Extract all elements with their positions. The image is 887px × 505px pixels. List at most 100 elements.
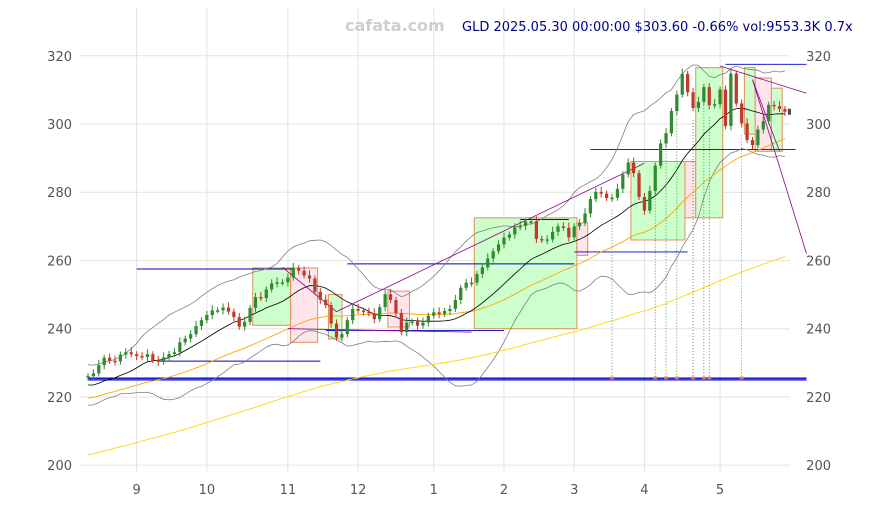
candle-body xyxy=(691,92,695,108)
candle-body xyxy=(410,321,414,324)
candle-body xyxy=(707,87,711,106)
candle-body xyxy=(734,73,738,104)
ma-mid-line xyxy=(87,138,786,399)
candle-body xyxy=(243,321,247,327)
candle-body xyxy=(372,313,376,320)
band-lower xyxy=(87,148,785,406)
y-tick-label: 240 xyxy=(47,323,72,338)
candle-body xyxy=(378,307,382,320)
candle-body xyxy=(210,310,214,316)
trend-line xyxy=(336,162,645,313)
y-tick-label: 300 xyxy=(47,118,72,133)
candle-body xyxy=(496,244,501,252)
candle-body xyxy=(740,103,744,124)
x-tick-label: 1 xyxy=(430,483,438,498)
candle-body xyxy=(313,278,317,292)
bollinger-bands xyxy=(87,64,785,406)
candle-body xyxy=(486,258,490,268)
y-tick-label: 200 xyxy=(47,459,72,474)
candle-body xyxy=(415,321,420,326)
candle-body xyxy=(102,357,106,366)
candle-body xyxy=(469,282,474,285)
candle-body xyxy=(632,162,636,174)
candle-body xyxy=(221,307,225,311)
candle-body xyxy=(464,282,468,288)
candle-body xyxy=(637,173,641,198)
candle-body xyxy=(680,73,684,95)
candle-body xyxy=(615,188,620,198)
trend-line xyxy=(719,65,807,94)
candle-body xyxy=(280,282,285,284)
candle-body xyxy=(529,221,533,223)
signal-markers xyxy=(610,99,744,380)
candle-body xyxy=(426,315,430,323)
candle-body xyxy=(745,123,749,141)
candle-body xyxy=(448,308,452,311)
candle-body xyxy=(605,193,609,199)
candle-body xyxy=(405,322,409,333)
candle-body xyxy=(135,354,139,356)
x-tick-label: 3 xyxy=(570,483,578,498)
signal-dot xyxy=(610,376,615,380)
candle-body xyxy=(291,267,295,278)
x-tick-label: 9 xyxy=(132,483,140,498)
candle-body xyxy=(367,311,371,314)
candle-body xyxy=(264,289,268,298)
trend-line xyxy=(752,79,807,254)
signal-dot xyxy=(674,376,679,380)
signal-dot xyxy=(707,376,712,380)
candle-body xyxy=(686,73,690,93)
price-zone xyxy=(387,290,410,328)
candle-body xyxy=(329,305,333,324)
y-tick-label: 220 xyxy=(47,391,72,406)
candle-body xyxy=(545,239,549,241)
candle-body xyxy=(356,308,360,311)
candle-body xyxy=(129,352,133,355)
y-tick-label: 220 xyxy=(806,391,831,406)
trend-line xyxy=(282,266,337,312)
candle-body xyxy=(216,310,220,312)
candle-body xyxy=(145,354,150,358)
moving-averages xyxy=(87,107,786,456)
candle-body xyxy=(556,226,560,232)
candle-body xyxy=(610,197,614,200)
candle-body xyxy=(713,104,717,106)
candle-body xyxy=(253,296,258,308)
candle-body xyxy=(459,287,463,301)
signal-dot xyxy=(701,376,706,380)
candle-body xyxy=(772,104,776,107)
candle-body xyxy=(534,221,539,239)
candle-body xyxy=(432,312,436,316)
watermark: cafata.com xyxy=(345,16,445,35)
candle-body xyxy=(518,226,522,228)
candle-body xyxy=(275,282,279,284)
candle-body xyxy=(550,231,555,240)
candle-body xyxy=(702,87,706,102)
candle-body xyxy=(696,101,701,108)
signal-dot xyxy=(664,376,669,380)
candle-body xyxy=(648,190,652,211)
y-tick-label: 300 xyxy=(806,118,831,133)
price-zone xyxy=(252,267,292,326)
candle-body xyxy=(567,227,571,238)
candle-body xyxy=(351,308,355,321)
candle-body xyxy=(729,73,733,127)
candle-body xyxy=(324,299,328,306)
candle-body xyxy=(194,325,198,335)
candle-body xyxy=(118,354,123,362)
y-tick-label: 260 xyxy=(806,254,831,269)
last-price-marker xyxy=(787,108,791,115)
candle-body xyxy=(621,174,625,189)
candle-body xyxy=(507,234,511,238)
candle-body xyxy=(491,251,495,259)
candle-body xyxy=(97,365,101,374)
candle-body xyxy=(151,354,155,361)
trend-line xyxy=(287,328,472,333)
candle-body xyxy=(599,191,603,194)
candle-body xyxy=(140,356,144,358)
candle-body xyxy=(421,322,425,326)
ma-short-line xyxy=(88,107,785,386)
signal-dot xyxy=(653,376,658,380)
candle-body xyxy=(91,373,96,377)
